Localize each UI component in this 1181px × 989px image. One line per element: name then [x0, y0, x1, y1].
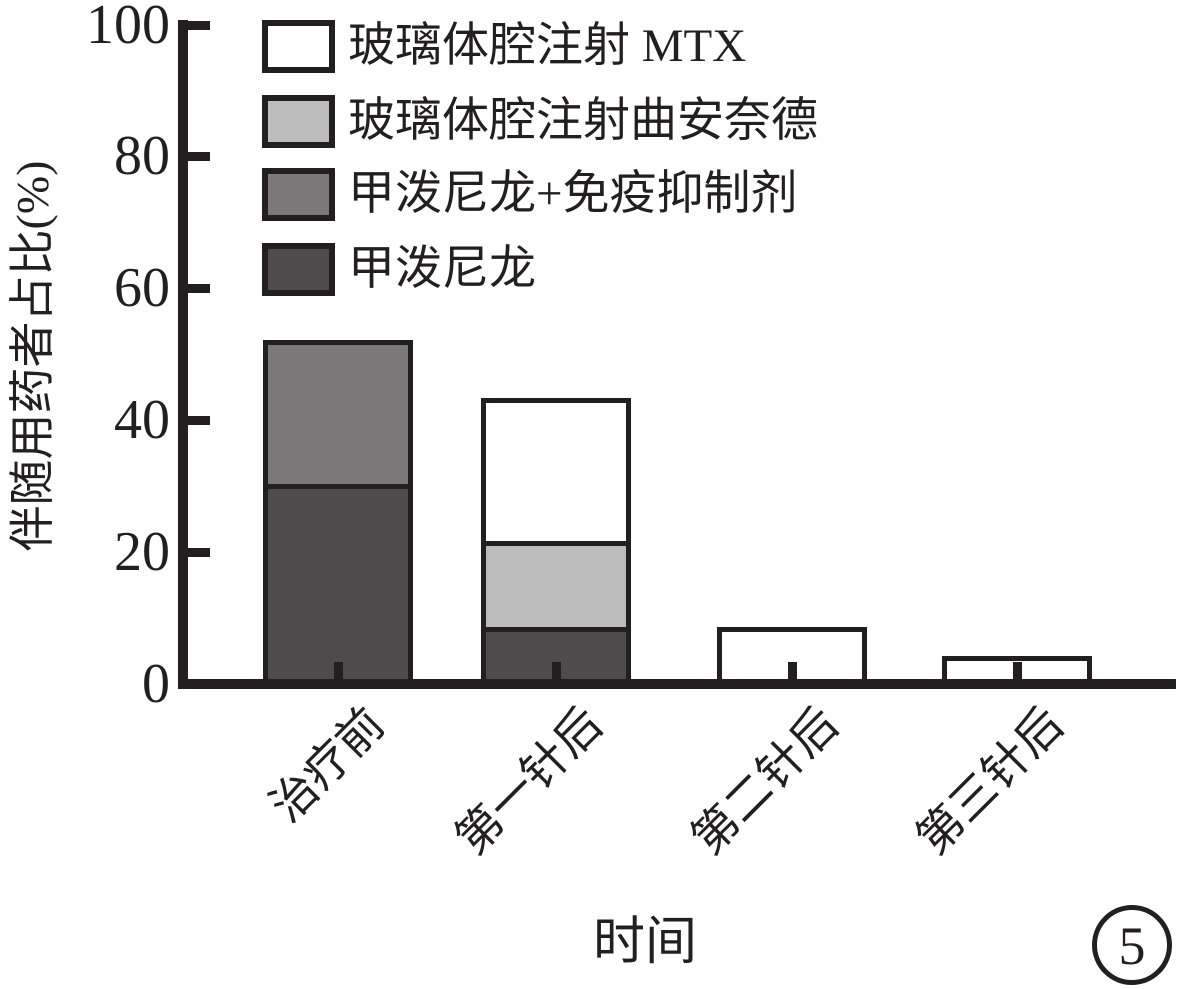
figure-number-badge: 5 — [1092, 905, 1172, 985]
legend-label: 玻璃体腔注射 MTX — [348, 20, 747, 72]
x-tick-mark — [334, 662, 343, 684]
legend-label: 甲泼尼龙 — [348, 243, 536, 295]
legend-label: 玻璃体腔注射曲安奈德 — [348, 95, 818, 147]
x-axis-label: 时间 — [592, 914, 697, 971]
y-tick-label: 100 — [86, 0, 170, 56]
figure-number: 5 — [1118, 916, 1146, 976]
y-tick-label: 80 — [114, 125, 170, 188]
y-tick-label: 20 — [114, 521, 170, 584]
bar-segment — [481, 397, 631, 546]
x-tick-mark — [788, 662, 797, 684]
legend-swatch — [262, 95, 335, 148]
y-tick-label: 0 — [142, 653, 170, 715]
y-axis-line — [178, 20, 188, 688]
bar-segment — [263, 483, 413, 684]
legend-swatch — [262, 20, 335, 73]
x-category-label: 第一针后 — [445, 698, 613, 865]
y-tick-mark — [188, 548, 210, 558]
x-category-label: 第三针后 — [906, 698, 1074, 865]
bar-segment — [481, 540, 631, 632]
y-tick-mark — [188, 20, 210, 30]
legend-swatch — [262, 168, 335, 221]
x-tick-mark — [552, 662, 561, 684]
legend-swatch — [262, 243, 335, 296]
y-tick-mark — [188, 152, 210, 162]
y-tick-mark — [188, 416, 210, 426]
legend-label: 甲泼尼龙+免疫抑制剂 — [348, 168, 798, 220]
x-axis-line — [178, 679, 1176, 689]
y-tick-label: 40 — [114, 389, 170, 452]
x-category-label: 第二针后 — [681, 698, 849, 865]
y-axis-label: 伴随用药者占比(%) — [7, 160, 58, 552]
x-tick-mark — [1013, 662, 1022, 684]
x-category-label: 治疗前 — [260, 698, 395, 832]
y-tick-label: 60 — [114, 257, 170, 320]
bar-segment — [263, 340, 413, 489]
y-tick-mark — [188, 284, 210, 294]
